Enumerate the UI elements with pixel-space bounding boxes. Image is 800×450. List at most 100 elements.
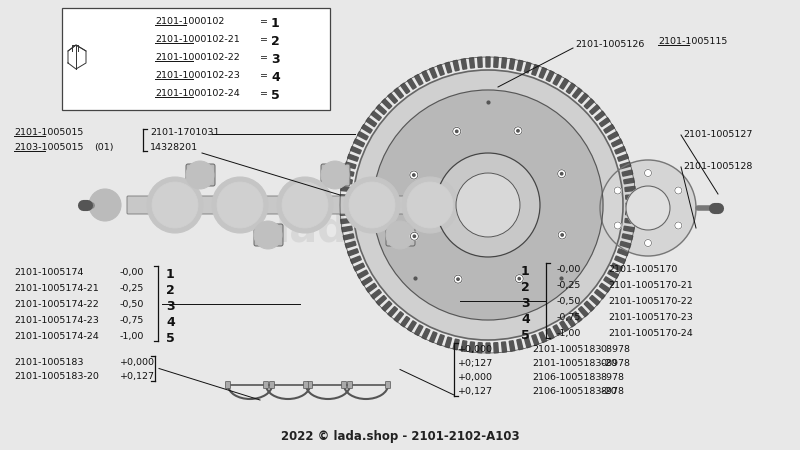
Text: 1: 1 [271, 17, 280, 30]
Text: -0,25: -0,25 [120, 284, 144, 293]
Circle shape [410, 171, 418, 179]
Circle shape [453, 127, 461, 135]
FancyBboxPatch shape [270, 382, 274, 388]
Circle shape [645, 239, 651, 247]
Text: 2101-1005174-22: 2101-1005174-22 [14, 300, 98, 309]
Polygon shape [502, 58, 506, 68]
Polygon shape [620, 162, 630, 169]
Text: +0,127: +0,127 [458, 387, 493, 396]
Polygon shape [394, 312, 403, 322]
Polygon shape [354, 139, 365, 147]
Polygon shape [625, 186, 635, 191]
FancyBboxPatch shape [186, 164, 215, 186]
Text: 2101-1000102: 2101-1000102 [155, 17, 224, 26]
Text: 2101-1005170-21: 2101-1005170-21 [608, 281, 693, 290]
Circle shape [456, 173, 520, 237]
Text: +0,000: +0,000 [120, 358, 155, 367]
Text: =: = [260, 71, 268, 80]
Circle shape [373, 90, 603, 320]
Circle shape [147, 177, 203, 233]
Polygon shape [376, 105, 386, 114]
Polygon shape [566, 83, 575, 94]
Polygon shape [340, 211, 350, 216]
Circle shape [282, 182, 328, 228]
Polygon shape [348, 249, 358, 256]
Polygon shape [343, 170, 354, 176]
Circle shape [413, 235, 415, 238]
Text: 2101-1005174-21: 2101-1005174-21 [14, 284, 98, 293]
Circle shape [454, 275, 462, 283]
Polygon shape [341, 186, 351, 191]
Polygon shape [622, 170, 633, 176]
Circle shape [407, 182, 453, 228]
Polygon shape [340, 203, 350, 207]
Text: 5: 5 [521, 329, 530, 342]
Polygon shape [539, 68, 546, 78]
Polygon shape [382, 99, 392, 109]
Polygon shape [622, 234, 633, 240]
Polygon shape [624, 178, 634, 184]
Polygon shape [502, 342, 506, 352]
Text: -0,00: -0,00 [120, 268, 144, 277]
FancyBboxPatch shape [303, 382, 309, 388]
Circle shape [349, 182, 395, 228]
Polygon shape [599, 284, 610, 292]
FancyBboxPatch shape [127, 196, 461, 214]
Text: =: = [260, 53, 268, 62]
Polygon shape [414, 325, 423, 336]
Text: 3: 3 [271, 53, 280, 66]
Polygon shape [566, 316, 575, 327]
FancyBboxPatch shape [386, 382, 390, 388]
Polygon shape [584, 301, 594, 311]
Text: -0,25: -0,25 [557, 281, 582, 290]
Polygon shape [358, 270, 368, 279]
Polygon shape [599, 118, 610, 127]
Text: 1: 1 [521, 265, 530, 278]
Text: 2101-1005015: 2101-1005015 [14, 128, 83, 137]
Circle shape [457, 278, 459, 280]
Polygon shape [461, 341, 466, 351]
Polygon shape [524, 337, 531, 348]
Text: 2101-1005170: 2101-1005170 [608, 265, 678, 274]
Text: -1,00: -1,00 [557, 329, 582, 338]
Circle shape [386, 221, 414, 249]
FancyBboxPatch shape [307, 382, 313, 388]
FancyBboxPatch shape [386, 224, 415, 246]
Polygon shape [401, 83, 410, 94]
Text: +0,000: +0,000 [458, 373, 493, 382]
Circle shape [321, 161, 349, 189]
Text: 2101-1005183-20: 2101-1005183-20 [532, 359, 617, 368]
Text: 08978: 08978 [600, 359, 630, 368]
Text: 08978: 08978 [600, 345, 630, 354]
Polygon shape [430, 332, 437, 342]
Polygon shape [620, 241, 630, 248]
FancyBboxPatch shape [347, 382, 353, 388]
Text: +0,000: +0,000 [458, 345, 493, 354]
Polygon shape [532, 65, 539, 76]
Polygon shape [341, 219, 351, 224]
Text: -0,50: -0,50 [120, 300, 144, 309]
Polygon shape [414, 75, 423, 85]
Polygon shape [350, 146, 362, 154]
Text: +0;127: +0;127 [458, 359, 494, 368]
Text: 2101-1005127: 2101-1005127 [683, 130, 752, 139]
Polygon shape [445, 337, 452, 348]
Polygon shape [478, 342, 482, 353]
Polygon shape [524, 62, 531, 73]
Polygon shape [594, 289, 605, 299]
Text: 2103-1005015: 2103-1005015 [14, 143, 83, 152]
Polygon shape [401, 316, 410, 327]
Polygon shape [478, 57, 482, 68]
Circle shape [436, 153, 540, 257]
Circle shape [645, 170, 651, 176]
Polygon shape [578, 306, 588, 317]
Text: 2101-1005183-20: 2101-1005183-20 [14, 372, 99, 381]
Circle shape [515, 274, 523, 283]
Polygon shape [348, 154, 358, 161]
Polygon shape [362, 125, 372, 133]
Text: 8978: 8978 [600, 373, 624, 382]
Polygon shape [422, 71, 430, 81]
Circle shape [675, 187, 682, 194]
Circle shape [675, 222, 682, 229]
Text: 2101-1005115: 2101-1005115 [658, 37, 727, 46]
